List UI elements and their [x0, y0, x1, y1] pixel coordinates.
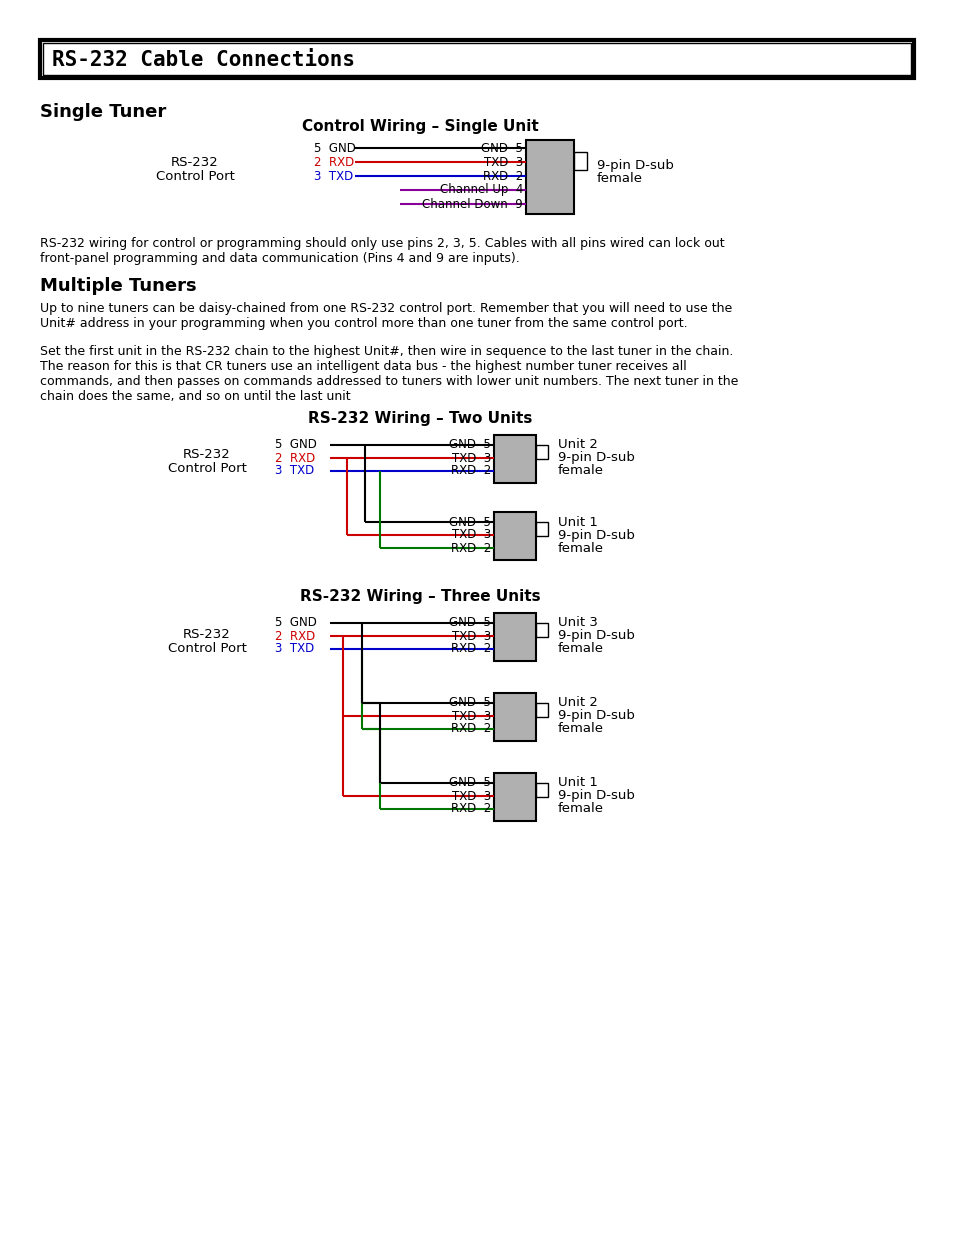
Text: 5  GND: 5 GND — [274, 616, 316, 630]
Bar — [494, 613, 536, 661]
Text: GND  5: GND 5 — [449, 697, 491, 709]
Text: TXD  3: TXD 3 — [452, 789, 491, 803]
Text: 3  TXD: 3 TXD — [274, 642, 314, 656]
Bar — [536, 522, 547, 536]
Text: female: female — [558, 642, 603, 656]
Text: Multiple Tuners: Multiple Tuners — [40, 277, 196, 295]
Bar — [525, 140, 574, 214]
Text: TXD  3: TXD 3 — [452, 452, 491, 464]
Text: 3  TXD: 3 TXD — [274, 464, 314, 478]
Text: TXD  3: TXD 3 — [452, 709, 491, 722]
Text: 5  GND: 5 GND — [314, 142, 355, 154]
Text: 9-pin D-sub: 9-pin D-sub — [558, 452, 634, 464]
Bar — [536, 622, 547, 637]
Text: Channel Up  4: Channel Up 4 — [439, 184, 522, 196]
Text: 2  RXD: 2 RXD — [314, 156, 354, 168]
Text: RXD  2: RXD 2 — [482, 169, 522, 183]
Text: GND  5: GND 5 — [449, 438, 491, 452]
Text: RS-232 Wiring – Three Units: RS-232 Wiring – Three Units — [299, 589, 539, 604]
Text: female: female — [558, 541, 603, 555]
Text: Unit 2: Unit 2 — [558, 697, 598, 709]
Text: TXD  3: TXD 3 — [452, 630, 491, 642]
Text: TXD  3: TXD 3 — [452, 529, 491, 541]
Text: RS-232 Wiring – Two Units: RS-232 Wiring – Two Units — [308, 410, 532, 426]
Text: 9-pin D-sub: 9-pin D-sub — [558, 789, 634, 803]
Text: 3  TXD: 3 TXD — [314, 169, 353, 183]
Text: Up to nine tuners can be daisy-chained from one RS-232 control port. Remember th: Up to nine tuners can be daisy-chained f… — [40, 303, 732, 315]
Text: RXD  2: RXD 2 — [450, 642, 491, 656]
Bar — [494, 435, 536, 483]
Text: RXD  2: RXD 2 — [450, 803, 491, 815]
Bar — [40, 40, 913, 78]
Text: 9-pin D-sub: 9-pin D-sub — [558, 529, 634, 541]
Text: chain does the same, and so on until the last unit: chain does the same, and so on until the… — [40, 390, 351, 403]
Text: Unit 3: Unit 3 — [558, 616, 598, 630]
Text: front-panel programming and data communication (Pins 4 and 9 are inputs).: front-panel programming and data communi… — [40, 252, 519, 266]
Text: 9-pin D-sub: 9-pin D-sub — [597, 158, 673, 172]
Text: 9-pin D-sub: 9-pin D-sub — [558, 709, 634, 722]
Text: Unit# address in your programming when you control more than one tuner from the : Unit# address in your programming when y… — [40, 317, 687, 330]
Text: female: female — [558, 803, 603, 815]
Text: TXD  3: TXD 3 — [483, 156, 522, 168]
Text: commands, and then passes on commands addressed to tuners with lower unit number: commands, and then passes on commands ad… — [40, 375, 738, 388]
Text: Single Tuner: Single Tuner — [40, 103, 166, 121]
Bar — [494, 773, 536, 821]
Bar — [536, 445, 547, 459]
Text: Control Port: Control Port — [168, 462, 246, 475]
Text: RS-232: RS-232 — [183, 448, 231, 462]
Text: female: female — [558, 464, 603, 478]
Text: RXD  2: RXD 2 — [450, 464, 491, 478]
Text: Channel Down  9: Channel Down 9 — [422, 198, 522, 210]
Text: Control Port: Control Port — [168, 642, 246, 656]
Text: Control Wiring – Single Unit: Control Wiring – Single Unit — [301, 119, 537, 133]
Text: The reason for this is that CR tuners use an intelligent data bus - the highest : The reason for this is that CR tuners us… — [40, 359, 686, 373]
Text: 9-pin D-sub: 9-pin D-sub — [558, 630, 634, 642]
Text: Control Port: Control Port — [155, 170, 234, 184]
Text: 2  RXD: 2 RXD — [274, 452, 314, 464]
Text: RS-232: RS-232 — [183, 629, 231, 641]
Text: GND  5: GND 5 — [480, 142, 522, 154]
Text: GND  5: GND 5 — [449, 616, 491, 630]
Text: Unit 1: Unit 1 — [558, 515, 598, 529]
Text: RS-232 Cable Connections: RS-232 Cable Connections — [52, 49, 355, 70]
Text: 5  GND: 5 GND — [274, 438, 316, 452]
Bar — [574, 152, 586, 170]
Text: RS-232: RS-232 — [171, 157, 218, 169]
Bar — [43, 43, 910, 75]
Text: RXD  2: RXD 2 — [450, 541, 491, 555]
Bar — [494, 693, 536, 741]
Text: GND  5: GND 5 — [449, 515, 491, 529]
Text: 2  RXD: 2 RXD — [274, 630, 314, 642]
Bar — [536, 703, 547, 718]
Text: female: female — [558, 722, 603, 736]
Text: RXD  2: RXD 2 — [450, 722, 491, 736]
Text: GND  5: GND 5 — [449, 777, 491, 789]
Text: female: female — [597, 173, 642, 185]
Text: RS-232 wiring for control or programming should only use pins 2, 3, 5. Cables wi: RS-232 wiring for control or programming… — [40, 237, 724, 249]
Text: Unit 2: Unit 2 — [558, 438, 598, 452]
Bar — [494, 513, 536, 559]
Bar — [536, 783, 547, 797]
Text: Set the first unit in the RS-232 chain to the highest Unit#, then wire in sequen: Set the first unit in the RS-232 chain t… — [40, 345, 733, 358]
Text: Unit 1: Unit 1 — [558, 777, 598, 789]
